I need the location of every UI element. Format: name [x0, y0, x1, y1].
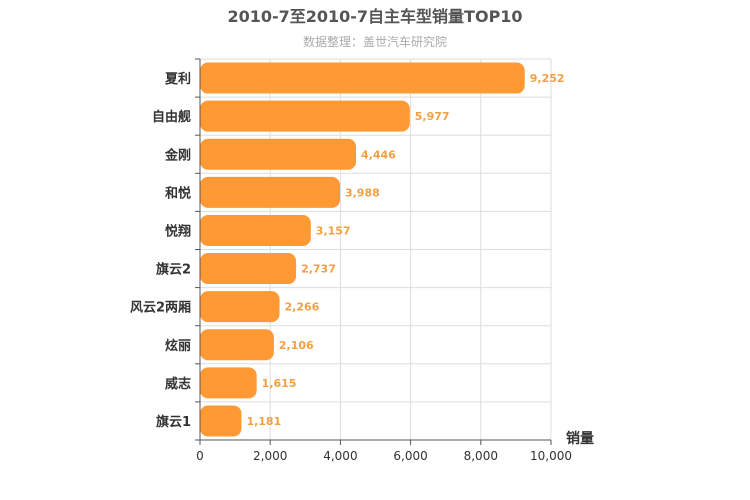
bar — [200, 329, 274, 361]
x-tick-label: 8,000 — [464, 449, 498, 463]
data-label: 1,181 — [246, 415, 281, 428]
data-label: 4,446 — [361, 148, 396, 161]
category-label: 风云2两厢 — [130, 301, 191, 316]
x-tick-label: 10,000 — [530, 449, 572, 463]
bar — [200, 214, 311, 246]
x-tick-label: 0 — [196, 449, 204, 463]
bar — [200, 138, 357, 170]
data-label: 1,615 — [262, 377, 297, 390]
category-label: 夏利 — [164, 71, 191, 87]
bar — [200, 100, 410, 132]
bar — [200, 367, 257, 399]
category-label: 和悦 — [165, 185, 191, 201]
x-axis-title: 销量 — [566, 430, 594, 447]
x-tick-labels: 0 2,000 4,000 6,000 8,000 10,000 — [196, 449, 572, 463]
bar — [200, 291, 280, 323]
category-label: 炫丽 — [165, 338, 191, 354]
data-label: 3,988 — [345, 186, 380, 199]
data-label: 3,157 — [316, 224, 351, 237]
category-label: 悦翔 — [165, 223, 191, 239]
data-label: 2,106 — [279, 339, 314, 352]
bar — [200, 62, 525, 94]
bar — [200, 253, 297, 285]
data-label: 2,266 — [285, 301, 320, 314]
category-label: 旗云2 — [156, 262, 191, 278]
x-tick-label: 6,000 — [393, 449, 427, 463]
category-label: 金刚 — [164, 147, 191, 163]
x-tick-label: 2,000 — [253, 449, 287, 463]
data-label: 2,737 — [301, 263, 336, 276]
chart-subtitle: 数据整理：盖世汽车研究院 — [303, 34, 447, 49]
data-label: 5,977 — [415, 110, 450, 123]
x-tick-label: 4,000 — [323, 449, 357, 463]
bar — [200, 176, 340, 208]
category-label: 自由舰 — [152, 109, 191, 125]
chart-title: 2010-7至2010-7自主车型销量TOP10 — [227, 7, 522, 26]
axes — [195, 58, 552, 445]
category-label: 旗云1 — [156, 414, 191, 430]
bars: 9,252 5,977 4,446 3,988 3,157 2,737 2,266 2,106… — [200, 62, 565, 437]
category-label: 威志 — [165, 376, 191, 392]
data-label: 9,252 — [530, 72, 565, 85]
bar — [200, 405, 242, 437]
